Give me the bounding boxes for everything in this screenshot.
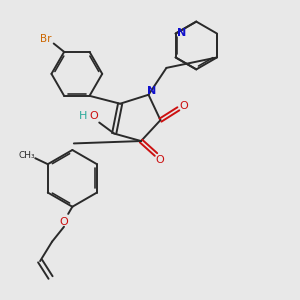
- Text: H: H: [79, 111, 87, 121]
- Text: CH₃: CH₃: [19, 151, 35, 160]
- Text: O: O: [155, 155, 164, 165]
- Text: O: O: [60, 217, 68, 227]
- Text: O: O: [179, 101, 188, 111]
- Text: O: O: [90, 111, 98, 121]
- Text: N: N: [177, 28, 186, 38]
- Text: N: N: [148, 86, 157, 96]
- Text: Br: Br: [40, 34, 51, 44]
